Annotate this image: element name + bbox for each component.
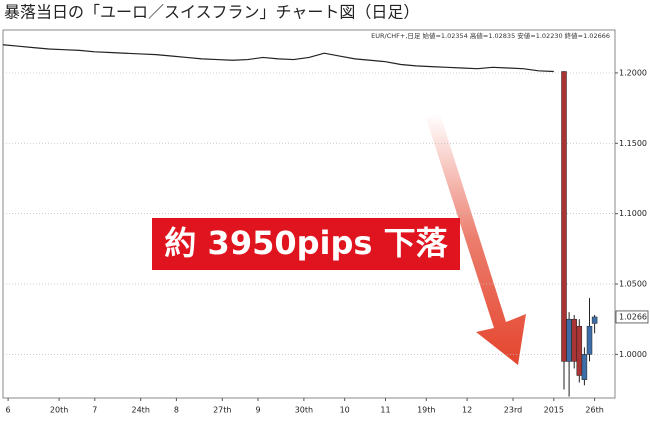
candle-body <box>581 354 588 380</box>
x-tick-label: 8 <box>174 406 179 415</box>
y-tick-label: 1.1000 <box>619 209 647 218</box>
y-tick-label: 1.2000 <box>619 68 647 77</box>
x-tick-label: 2015 <box>544 406 564 415</box>
candle-body <box>586 325 593 355</box>
info-text: EUR/CHF+,日足 始値=1.02354 高値=1.02835 安値=1.0… <box>371 31 610 40</box>
annotation-box <box>152 218 460 270</box>
x-tick-label: 9 <box>255 406 260 415</box>
x-tick-label: 6 <box>6 406 11 415</box>
x-tick-label: 19th <box>417 406 435 415</box>
arrow <box>426 114 526 365</box>
candle-body <box>576 325 583 376</box>
last-price-box <box>615 310 649 324</box>
annotation: 約 3950pips 下落 <box>164 224 448 262</box>
x-tick-label: 26th <box>585 406 603 415</box>
y-tick-label: 1.1500 <box>619 139 647 148</box>
y-tick-label: 1.0000 <box>619 350 647 359</box>
candle-body <box>566 318 572 362</box>
price-line <box>2 44 554 73</box>
x-tick-label: 23rd <box>504 406 522 415</box>
chart-title: 暴落当日の「ユーロ／スイスフラン」チャート図（日足） <box>4 3 419 22</box>
last-price-label: 1.0266 <box>619 312 647 321</box>
x-tick-label: 11 <box>380 406 390 415</box>
x-tick-label: 10 <box>340 406 350 415</box>
x-tick-label: 30th <box>295 406 313 415</box>
x-tick-label: 24th <box>132 406 150 415</box>
x-tick-label: 20th <box>50 406 68 415</box>
candle-body <box>591 316 598 324</box>
x-tick-label: 27th <box>213 406 231 415</box>
x-tick-label: 12 <box>462 406 472 415</box>
y-tick-label: 1.0500 <box>619 280 647 289</box>
candle-body <box>561 71 567 362</box>
plot-frame <box>2 29 616 399</box>
x-tick-label: 7 <box>92 406 97 415</box>
candle-body <box>571 318 577 362</box>
